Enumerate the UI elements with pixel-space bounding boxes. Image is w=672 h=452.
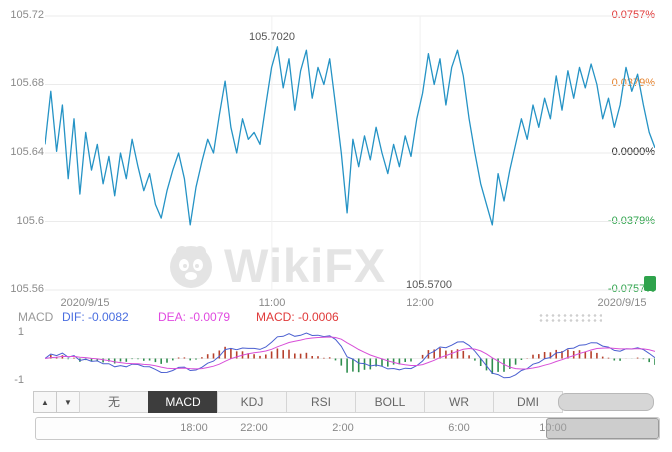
x-axis-label: 2020/9/15 (60, 297, 110, 309)
green-marker-badge (644, 276, 656, 291)
drag-dots-handle[interactable] (538, 313, 602, 324)
macd-macd-value: MACD: -0.0006 (256, 310, 339, 324)
time-label: 22:00 (240, 422, 268, 434)
panel-down-button[interactable]: ▼ (56, 391, 80, 413)
tab-none[interactable]: 无 (79, 391, 149, 413)
y-axis-label: 105.72 (10, 9, 44, 21)
time-label: 6:00 (448, 422, 470, 434)
y-axis-label: 105.56 (10, 283, 44, 295)
tab-dmi[interactable]: DMI (493, 391, 563, 413)
y-axis-label: 105.68 (10, 77, 44, 89)
percent-axis-label: 0.0379% (611, 77, 655, 89)
x-axis-label: 11:00 (258, 297, 286, 309)
macd-panel-title: MACD (18, 310, 54, 324)
x-axis-label: 12:00 (406, 297, 434, 309)
tab-boll[interactable]: BOLL (355, 391, 425, 413)
macd-y-axis-bottom: -1 (14, 374, 24, 386)
tab-macd[interactable]: MACD (148, 391, 218, 413)
percent-axis-label: 0.0757% (611, 9, 655, 21)
time-label: 2:00 (332, 422, 354, 434)
y-axis-label: 105.6 (16, 215, 44, 227)
indicator-tabbar: ▲ ▼ 无 MACD KDJ RSI BOLL WR DMI (33, 391, 654, 413)
x-axis-label: 2020/9/15 (597, 297, 647, 309)
time-scrollbar-thumb[interactable] (546, 418, 659, 439)
indicator-info-bar: MACD DIF: -0.0082 DEA: -0.0079 MACD: -0.… (0, 310, 672, 326)
macd-y-axis-top: 1 (17, 326, 24, 338)
wikifx-watermark-text: WikiFX (224, 239, 387, 292)
tab-wr[interactable]: WR (424, 391, 494, 413)
max-price-label: 105.7020 (249, 31, 295, 43)
macd-dea-value: DEA: -0.0079 (158, 310, 231, 324)
tab-scrollbar-thumb[interactable] (558, 393, 654, 411)
wikifx-watermark: WikiFX (168, 238, 386, 293)
price-line-chart[interactable] (45, 12, 655, 294)
macd-chart[interactable] (45, 330, 655, 387)
percent-axis-label: -0.0757% (607, 283, 655, 295)
up-arrow-icon: ▲ (41, 397, 49, 407)
tab-rsi[interactable]: RSI (286, 391, 356, 413)
tab-kdj[interactable]: KDJ (217, 391, 287, 413)
macd-dif-value: DIF: -0.0082 (62, 310, 129, 324)
time-label: 18:00 (180, 422, 208, 434)
panel-up-button[interactable]: ▲ (33, 391, 57, 413)
percent-axis-label: 0.0000% (611, 146, 655, 158)
y-axis-label: 105.64 (10, 146, 44, 158)
down-arrow-icon: ▼ (64, 397, 72, 407)
min-price-label: 105.5700 (406, 279, 452, 291)
wikifx-logo-icon (170, 245, 212, 288)
